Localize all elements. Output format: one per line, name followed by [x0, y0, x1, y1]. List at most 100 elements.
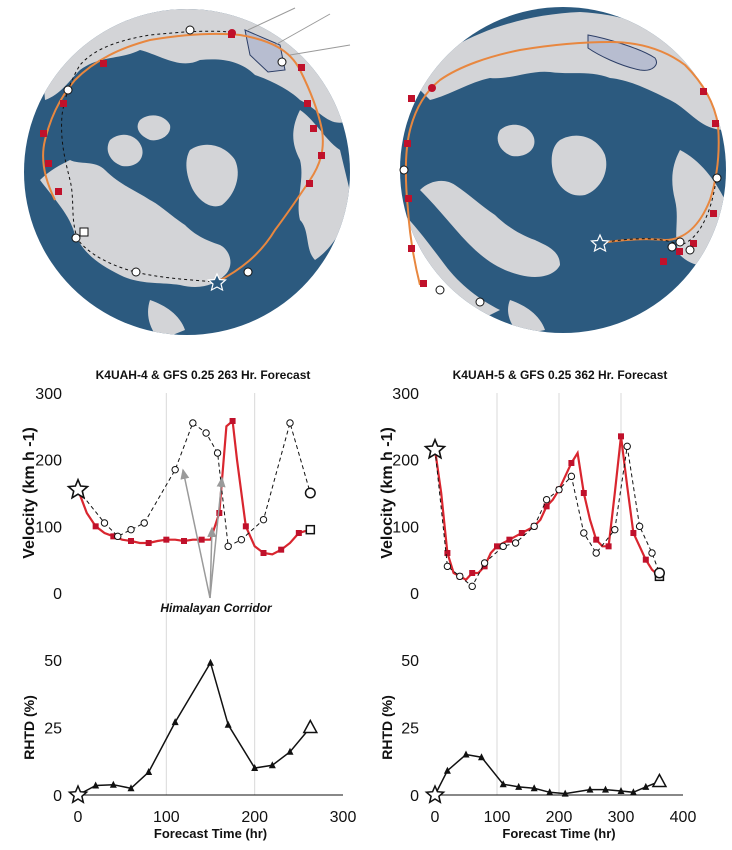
data-point-rhtd	[207, 658, 214, 666]
data-point-rhtd	[629, 788, 637, 796]
observed-track-markers	[40, 29, 325, 195]
landmass-eurasia	[410, 12, 725, 130]
y-tick-label: 50	[401, 653, 419, 670]
y-tick-label: 100	[392, 519, 419, 536]
annotation-arrow	[180, 468, 211, 599]
observed-flight-track	[42, 32, 324, 283]
himalayan-region	[244, 29, 286, 73]
arrow-to-himalaya	[274, 13, 331, 46]
data-point-forecast	[648, 549, 656, 557]
series-line-forecast	[77, 421, 311, 548]
chart-title: K4UAH-4 & GFS 0.25 263 Hr. Forecast	[96, 368, 311, 382]
y-tick-label: 300	[392, 386, 419, 403]
data-point-rhtd	[530, 784, 538, 792]
y-tick-label: 200	[392, 453, 419, 470]
data-point-forecast	[480, 559, 489, 567]
data-point-rhtd	[561, 789, 569, 797]
start-star-icon	[423, 437, 447, 460]
data-point-observed	[630, 530, 637, 536]
data-point-observed	[216, 510, 223, 516]
x-axis-label: Forecast Time (hr)	[502, 826, 615, 841]
data-point-forecast	[443, 562, 452, 571]
data-point-forecast	[127, 525, 135, 534]
y-tick-label: 25	[401, 721, 419, 738]
data-point-forecast	[237, 535, 246, 544]
data-point-forecast	[592, 549, 600, 557]
data-point-observed	[242, 523, 249, 530]
x-tick-label: 0	[431, 809, 440, 826]
data-point-observed	[92, 523, 99, 530]
data-point-observed	[260, 550, 267, 556]
observed-flight-track	[404, 40, 720, 286]
data-point-forecast	[140, 519, 148, 527]
y-tick-label: 0	[410, 788, 419, 805]
annotation-arrow	[209, 476, 226, 599]
endpoint-circle	[653, 567, 665, 579]
landmass-arctic-islands	[137, 115, 171, 141]
data-point-observed	[198, 536, 205, 543]
y-tick-label: 50	[44, 653, 62, 670]
data-point-rhtd	[109, 780, 117, 788]
data-point-observed	[518, 530, 525, 536]
globe-map-right	[399, 7, 726, 333]
y-tick-label: 300	[35, 386, 62, 403]
globe-map-left	[24, 7, 351, 335]
landmass-greenland	[551, 135, 607, 196]
data-point-rhtd	[171, 718, 179, 726]
data-point-rhtd	[145, 768, 153, 776]
y-axis-label: Velocity (km h -1)	[379, 427, 396, 559]
x-tick-label: 200	[241, 809, 268, 826]
landmass-north-america	[420, 180, 560, 277]
data-point-rhtd	[92, 781, 100, 789]
forecast-track-markers	[399, 165, 722, 307]
data-point-rhtd	[499, 780, 507, 788]
data-point-rhtd	[515, 782, 523, 790]
data-point-observed	[110, 533, 117, 540]
data-point-forecast	[171, 465, 179, 474]
x-tick-label: 300	[608, 809, 635, 826]
data-point-observed	[494, 543, 500, 550]
forecast-flight-track	[599, 179, 717, 246]
data-point-observed	[580, 490, 587, 496]
x-tick-label: 200	[546, 809, 573, 826]
data-point-forecast	[635, 522, 644, 531]
x-tick-label: 100	[484, 809, 511, 826]
y-tick-label: 200	[35, 453, 62, 470]
data-point-observed	[295, 530, 302, 536]
himalayan-region	[587, 34, 657, 71]
forecast-track-markers	[63, 25, 287, 277]
data-point-forecast	[213, 449, 222, 457]
arrow-to-himalaya	[289, 44, 351, 56]
series-line-forecast	[434, 446, 660, 588]
data-point-forecast	[468, 582, 476, 591]
data-point-rhtd	[127, 784, 135, 792]
x-axis-label: Forecast Time (hr)	[154, 826, 267, 841]
data-point-rhtd	[462, 750, 470, 758]
x-tick-label: 0	[74, 809, 83, 826]
chart-title: K4UAH-5 & GFS 0.25 362 Hr. Forecast	[453, 368, 668, 382]
landmass-greenland	[186, 144, 238, 207]
data-point-observed	[444, 550, 451, 556]
chart-k4uah-4: K4UAH-4 & GFS 0.25 263 Hr. Forecast 0 100 2…	[21, 368, 356, 841]
x-tick-label: 100	[153, 809, 180, 826]
data-point-forecast	[555, 485, 563, 494]
observed-track-markers	[404, 84, 719, 287]
x-tick-label: 400	[670, 809, 697, 826]
chart-k4uah-5: K4UAH-5 & GFS 0.25 362 Hr. Forecast 0 100 2…	[379, 368, 696, 841]
endpoint-square	[305, 524, 316, 535]
series-line-rhtd	[434, 753, 660, 796]
start-star-icon	[66, 477, 90, 500]
data-point-forecast	[611, 525, 619, 534]
data-point-forecast	[511, 539, 520, 547]
endpoint-triangle	[651, 772, 668, 788]
series-line-rhtd	[77, 660, 311, 796]
data-point-rhtd	[602, 785, 609, 793]
data-point-observed	[469, 570, 476, 576]
data-point-observed	[543, 503, 550, 510]
data-point-observed	[163, 536, 170, 543]
data-point-observed	[605, 543, 612, 550]
data-point-forecast	[259, 515, 268, 524]
endpoint-triangle	[302, 718, 319, 734]
x-tick-label: 300	[330, 809, 357, 826]
landmass-europe-africa	[293, 110, 350, 260]
